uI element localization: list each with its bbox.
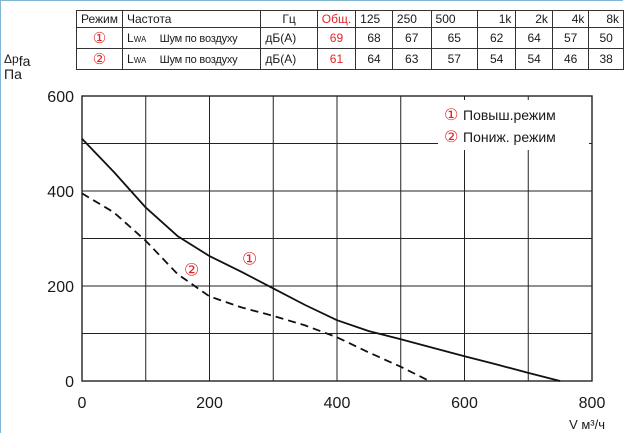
quantity-cell: LWA Шум по воздуху [121, 27, 262, 49]
curve-marker-1: ① [242, 250, 257, 270]
band-cell: 57 [430, 48, 478, 70]
series-line-1 [81, 138, 561, 382]
legend-marker: ② [444, 127, 458, 146]
x-tick-label: 600 [451, 395, 478, 412]
y-axis-unit: Па [4, 66, 22, 82]
unit-cell: дБ(А) [260, 48, 318, 70]
band-cell: 65 [430, 27, 478, 49]
legend-marker: ① [444, 105, 458, 124]
table-row: ① LWA Шум по воздуху дБ(А) 69 68 67 65 6… [76, 27, 624, 49]
band-cell: 62 [476, 27, 517, 49]
band-cell: 54 [476, 48, 517, 70]
x-tick-label: 200 [196, 395, 223, 412]
total-cell: 69 [316, 27, 357, 49]
header-cell: Гц [260, 10, 318, 28]
unit-cell: дБ(А) [260, 27, 318, 49]
band-cell: 64 [355, 48, 393, 70]
x-tick-label: 800 [579, 395, 606, 412]
total-cell: 61 [316, 48, 357, 70]
band-cell: 63 [391, 48, 432, 70]
noise-spec-table: Режим Частота Гц Общ. 125 250 500 1k 2k … [76, 10, 624, 70]
table-row: ② LWA Шум по воздуху дБ(А) 61 64 63 57 5… [76, 48, 624, 70]
series-line-2 [81, 192, 430, 382]
quantity-cell: LWA Шум по воздуху [121, 48, 262, 70]
x-axis-label: V м³/ч [569, 417, 605, 432]
mode-cell: ① [76, 27, 123, 49]
y-tick-label: 400 [47, 184, 74, 201]
y-tick-label: 0 [65, 374, 74, 391]
legend-label: Повыш.режим [463, 107, 556, 123]
y-tick-label: 200 [47, 279, 74, 296]
x-tick-label: 400 [324, 395, 351, 412]
header-cell: Режим [76, 10, 123, 28]
legend-box [438, 100, 589, 150]
y-tick-label: 600 [47, 89, 74, 106]
plot-area-border [81, 95, 593, 382]
y-axis-label: Δpfa [4, 52, 31, 69]
header-cell: 1k [476, 10, 517, 28]
legend-label: Пониж. режим [463, 129, 556, 145]
curve-marker-2: ② [184, 261, 199, 281]
band-cell: 38 [588, 48, 624, 70]
x-tick-label: 0 [78, 395, 87, 412]
